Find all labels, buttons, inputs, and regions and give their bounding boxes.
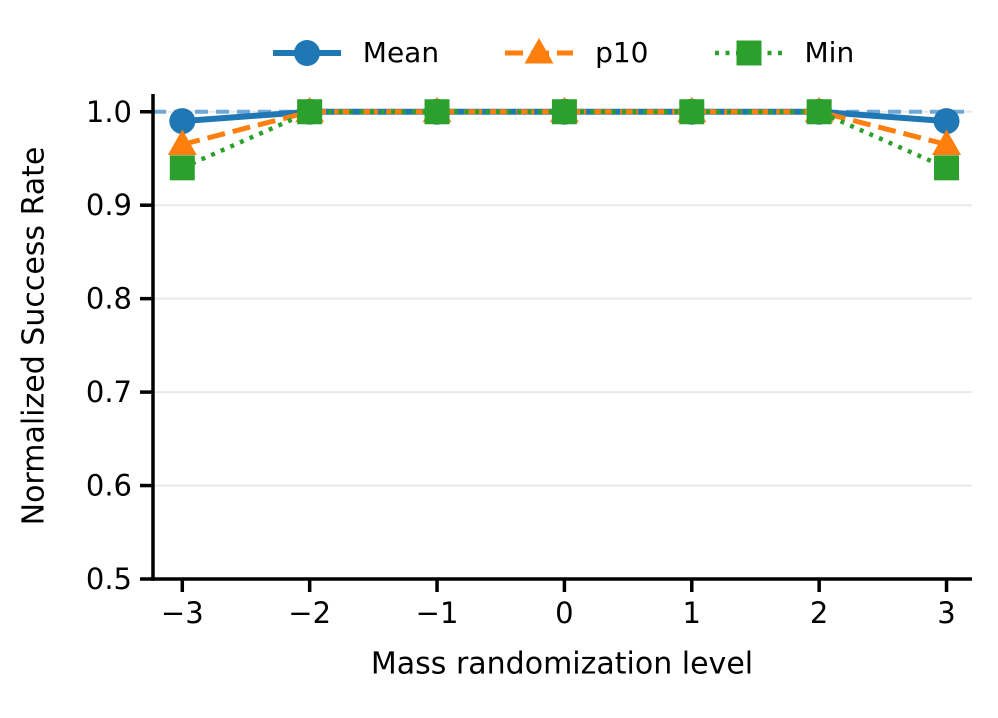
x-axis-label: Mass randomization level <box>370 646 754 682</box>
data-point-triangle <box>167 129 197 155</box>
x-tick-label: −2 <box>288 596 331 630</box>
data-point-circle <box>933 108 960 135</box>
data-point-triangle <box>524 38 554 64</box>
data-point-square <box>551 99 577 125</box>
legend-sample-min-icon <box>714 40 783 66</box>
data-point-square <box>934 155 960 181</box>
x-tick-label: −1 <box>416 596 459 630</box>
data-point-circle <box>293 40 320 66</box>
x-tick-label: −3 <box>161 596 204 630</box>
data-point-square <box>424 99 450 125</box>
data-point-triangle <box>932 129 962 155</box>
legend: Mean p10 Min <box>153 31 972 75</box>
legend-item-min: Min <box>713 33 855 73</box>
legend-sample-mean-icon <box>272 40 341 66</box>
data-point-square <box>169 155 195 181</box>
y-tick-label: 0.9 <box>86 188 132 222</box>
x-tick-label: 1 <box>683 596 701 630</box>
legend-sample-p10-icon <box>505 38 574 64</box>
y-tick-label: 1.0 <box>86 95 132 129</box>
data-point-square <box>297 99 323 125</box>
data-point-square <box>679 99 705 125</box>
x-tick-label: 0 <box>555 596 573 630</box>
y-tick-label: 0.6 <box>86 469 132 503</box>
y-tick-label: 0.7 <box>86 375 132 409</box>
x-tick-label: 3 <box>937 596 955 630</box>
y-tick-label: 0.8 <box>86 282 132 316</box>
y-tick-label: 0.5 <box>86 562 132 596</box>
data-point-circle <box>169 108 196 135</box>
data-point-square <box>806 99 832 125</box>
x-tick-label: 2 <box>810 596 828 630</box>
y-axis-label: Normalized Success Rate <box>16 146 52 526</box>
legend-label-p10: p10 <box>595 36 649 69</box>
legend-item-p10: p10 <box>503 33 649 73</box>
legend-label-min: Min <box>804 36 855 69</box>
legend-item-mean: Mean <box>271 33 439 73</box>
data-point-square <box>736 40 761 66</box>
legend-label-mean: Mean <box>362 36 440 69</box>
